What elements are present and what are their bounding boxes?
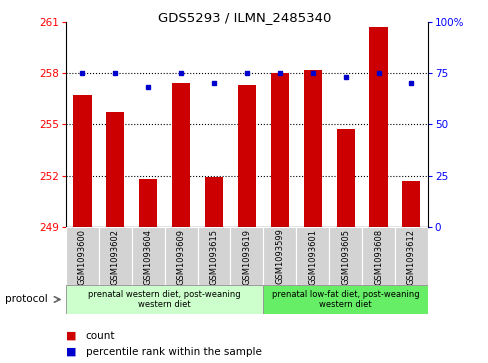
Text: prenatal low-fat diet, post-weaning
western diet: prenatal low-fat diet, post-weaning west… <box>271 290 419 309</box>
Bar <box>336 130 354 227</box>
Text: GSM1093609: GSM1093609 <box>176 229 185 285</box>
Bar <box>230 227 263 285</box>
Text: GSM1093608: GSM1093608 <box>373 229 382 285</box>
Text: GSM1093619: GSM1093619 <box>242 229 251 285</box>
Bar <box>263 227 296 285</box>
Bar <box>73 95 91 227</box>
Bar <box>106 113 124 227</box>
Bar <box>99 227 132 285</box>
Text: GDS5293 / ILMN_2485340: GDS5293 / ILMN_2485340 <box>158 11 330 24</box>
Bar <box>394 227 427 285</box>
Text: protocol: protocol <box>5 294 47 305</box>
Bar <box>328 227 361 285</box>
Text: count: count <box>85 331 115 341</box>
Text: GSM1093604: GSM1093604 <box>143 229 152 285</box>
Bar <box>139 179 157 227</box>
Bar <box>402 181 420 227</box>
Text: GSM1093605: GSM1093605 <box>341 229 349 285</box>
Bar <box>204 177 223 227</box>
Bar <box>132 227 164 285</box>
Bar <box>361 227 394 285</box>
Bar <box>237 85 256 227</box>
Bar <box>172 83 190 227</box>
Text: GSM1093602: GSM1093602 <box>111 229 120 285</box>
Bar <box>263 285 427 314</box>
Text: prenatal western diet, post-weaning
western diet: prenatal western diet, post-weaning west… <box>88 290 241 309</box>
Text: percentile rank within the sample: percentile rank within the sample <box>85 347 261 357</box>
Text: GSM1093599: GSM1093599 <box>275 229 284 285</box>
Text: GSM1093600: GSM1093600 <box>78 229 87 285</box>
Bar <box>66 285 263 314</box>
Text: GSM1093615: GSM1093615 <box>209 229 218 285</box>
Bar <box>270 73 288 227</box>
Bar <box>296 227 328 285</box>
Bar <box>164 227 197 285</box>
Text: GSM1093612: GSM1093612 <box>406 229 415 285</box>
Text: ■: ■ <box>66 347 76 357</box>
Bar <box>197 227 230 285</box>
Bar <box>66 227 99 285</box>
Bar <box>303 70 321 227</box>
Text: GSM1093601: GSM1093601 <box>307 229 317 285</box>
Bar <box>369 27 387 227</box>
Text: ■: ■ <box>66 331 76 341</box>
